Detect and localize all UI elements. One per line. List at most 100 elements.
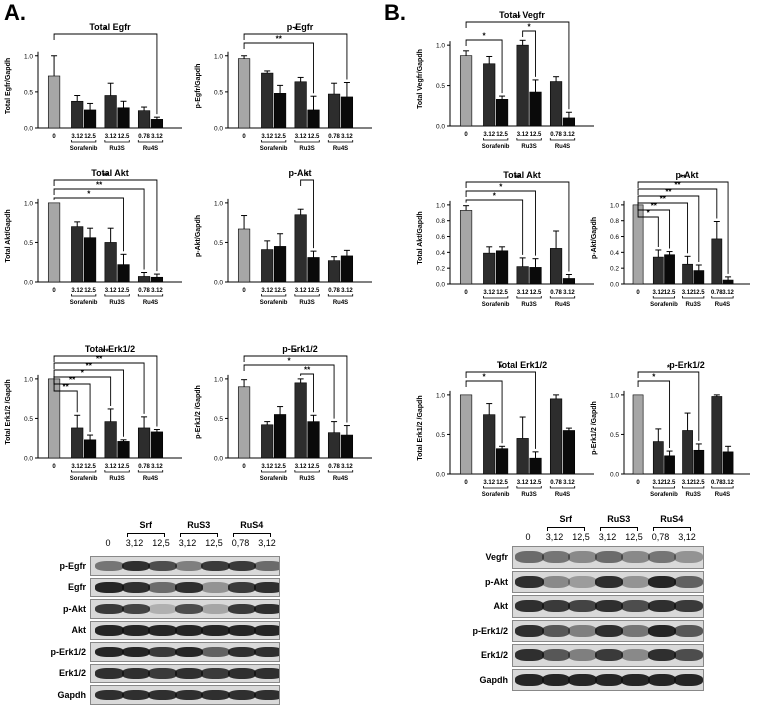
blot-strip <box>90 556 280 576</box>
significance-label: * <box>104 26 108 35</box>
group-label: Ru4S <box>555 302 570 308</box>
blot-band <box>227 582 256 593</box>
group-bracket <box>327 140 354 143</box>
x-tick-label: 12.5 <box>84 134 96 140</box>
x-tick-label: 0 <box>242 288 246 294</box>
panel-label-b: B. <box>384 0 406 25</box>
x-tick-label: 0 <box>636 290 640 296</box>
y-tick-label: 1.0 <box>214 53 223 60</box>
group-label: Sorafenib <box>260 300 288 306</box>
significance-label: * <box>647 209 651 218</box>
blot-band <box>541 575 570 588</box>
chart-title: Total Erk1/2 <box>497 360 547 370</box>
blot-band <box>621 551 650 564</box>
y-tick-label: 1.0 <box>610 392 619 399</box>
blot-band <box>621 600 650 613</box>
significance-label: * <box>306 172 310 181</box>
group-bracket <box>711 486 734 489</box>
blot-strip <box>90 577 280 597</box>
bar <box>327 432 341 459</box>
blot-band <box>515 673 544 686</box>
blot-band <box>621 624 650 637</box>
group-label: Ru3S <box>521 144 536 150</box>
group-bracket <box>327 294 354 297</box>
x-tick-label: 0 <box>242 464 246 470</box>
x-tick-label: 3.12 <box>483 290 495 296</box>
blot-lane-label: 0 <box>105 538 111 548</box>
x-tick-label: 3.12 <box>722 480 734 486</box>
blot-lane-label: 0,78 <box>651 532 670 542</box>
x-tick-label: 12.5 <box>530 290 542 296</box>
blot-row-label: Vegfr <box>485 552 508 563</box>
group-bracket <box>652 296 676 299</box>
group-bracket <box>71 470 97 473</box>
group-label: Ru3S <box>686 492 701 498</box>
significance-bracket <box>465 190 536 256</box>
x-tick-label: 12.5 <box>496 480 508 486</box>
bar <box>47 202 61 283</box>
significance-label: ** <box>276 35 283 44</box>
group-bracket <box>137 470 164 473</box>
y-tick-label: 0.0 <box>214 280 223 287</box>
group-label: Ru4S <box>143 146 158 152</box>
group-bracket <box>137 294 164 297</box>
y-axis-label: Total Akt/Gapdh <box>417 211 424 264</box>
x-tick-label: 12.5 <box>308 464 320 470</box>
significance-label: * <box>483 32 487 41</box>
y-tick-label: 0.0 <box>610 472 619 479</box>
blot-row-label: p-Erk1/2 <box>50 646 86 657</box>
x-tick-label: 3.12 <box>295 288 307 294</box>
significance-bracket <box>243 33 348 80</box>
blot-band <box>515 649 544 662</box>
blot-strip <box>512 595 704 618</box>
y-tick-label: 1.0 <box>24 53 33 60</box>
y-tick-label: 1.0 <box>436 202 445 209</box>
bar <box>693 449 705 475</box>
group-label: Ru3S <box>109 146 124 152</box>
blot-row-label: p-Akt <box>63 603 86 614</box>
blot-band <box>201 625 230 636</box>
x-tick-label: 0 <box>636 480 640 486</box>
x-tick-label: 12.5 <box>118 288 130 294</box>
x-tick-label: 3.12 <box>71 464 83 470</box>
blot-row-label: p-Akt <box>485 576 508 587</box>
blot-row-label: Gapdh <box>479 674 509 685</box>
bar <box>722 279 734 285</box>
significance-bracket <box>637 188 718 219</box>
blot-group-label: RuS4 <box>240 520 264 530</box>
group-label: Ru3S <box>686 302 701 308</box>
chart-title: p-Akt <box>676 170 699 180</box>
blot-band <box>148 625 177 636</box>
x-tick-label: 3.12 <box>71 288 83 294</box>
bar <box>273 414 287 459</box>
blot-strip <box>512 644 704 667</box>
y-tick-label: 0.6 <box>436 234 445 241</box>
group-label: Sorafenib <box>260 146 288 152</box>
bar <box>150 276 164 283</box>
significance-bracket <box>465 181 570 272</box>
blot-strip <box>90 663 280 683</box>
significance-bracket <box>53 362 145 414</box>
blot-band <box>121 668 150 679</box>
significance-bracket <box>465 39 503 94</box>
blot-band <box>568 649 597 662</box>
blot-row-label: p-Erk1/2 <box>472 625 508 636</box>
blot-band <box>674 575 703 588</box>
blot-strip <box>90 620 280 640</box>
y-tick-label: 0.5 <box>24 416 33 423</box>
chart-title: Total Akt <box>503 170 541 180</box>
x-tick-label: 0 <box>464 290 468 296</box>
chart-title: p-Erk1/2 <box>282 344 318 354</box>
blot-band <box>121 646 150 657</box>
x-tick-label: 3.12 <box>563 290 575 296</box>
blot-band <box>148 668 177 679</box>
y-tick-label: 0.0 <box>24 126 33 133</box>
blot-group-label: Srf <box>559 514 572 524</box>
y-axis-label: Total Vegfr/Gapdh <box>417 49 424 109</box>
y-tick-label: 0.4 <box>436 250 445 257</box>
group-label: Ru4S <box>715 492 730 498</box>
y-axis-label: Total Egfr/Gapdh <box>5 58 12 114</box>
blot-group-bracket <box>126 533 165 537</box>
significance-bracket <box>300 373 314 413</box>
y-tick-label: 0.5 <box>436 432 445 439</box>
